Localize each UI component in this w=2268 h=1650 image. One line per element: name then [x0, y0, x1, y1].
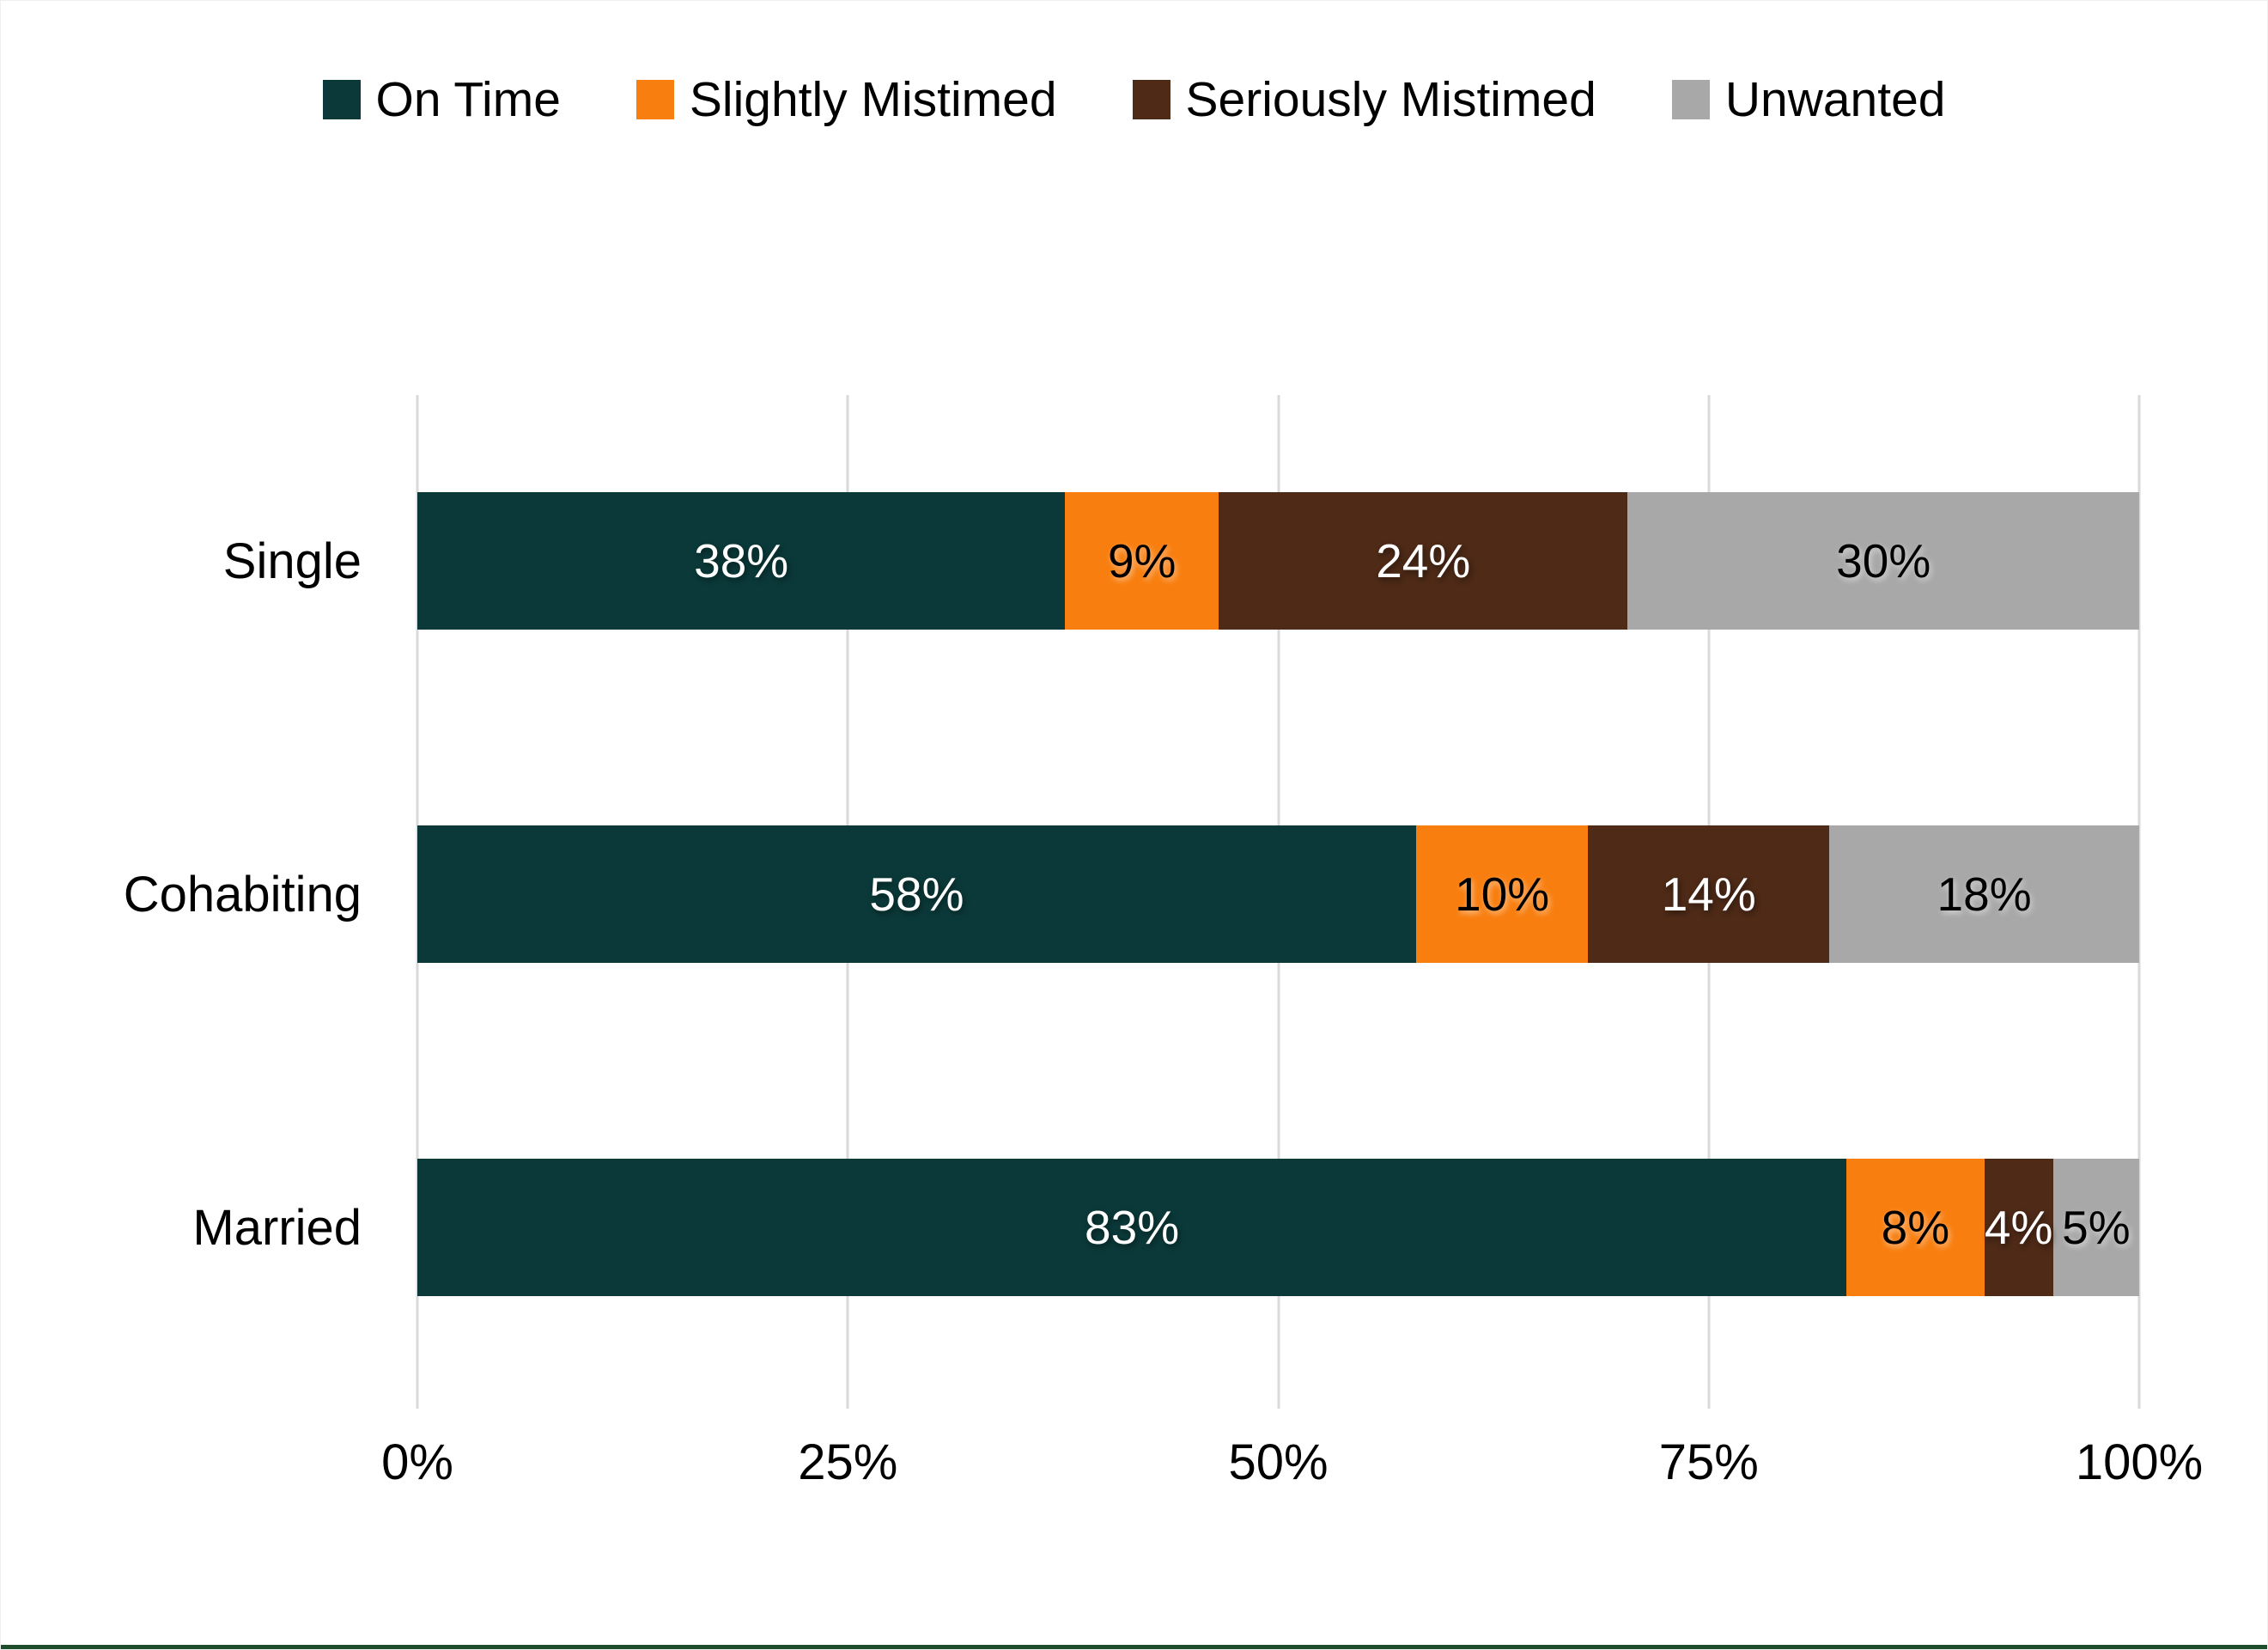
data-label: 9%: [1107, 534, 1177, 588]
data-label: 24%: [1376, 534, 1471, 588]
legend-label: On Time: [375, 72, 561, 127]
legend-label: Slightly Mistimed: [689, 72, 1057, 127]
legend-swatch-icon: [635, 80, 674, 119]
category-label-married: Married: [192, 1199, 362, 1256]
legend-swatch-icon: [322, 80, 361, 119]
bar-segment: 14%: [1588, 825, 1830, 963]
x-tick-label: 75%: [1658, 1434, 1759, 1490]
legend-label: Unwanted: [1724, 72, 1946, 127]
bar-segment: 10%: [1415, 825, 1589, 963]
x-tick-label: 50%: [1228, 1434, 1329, 1490]
legend-item-0: On Time: [322, 71, 561, 128]
data-label: 83%: [1085, 1201, 1180, 1254]
plot-area: 38% 9% 24% 30% 58% 10% 14% 18% 83% 8% 4% 5%: [416, 395, 2141, 1409]
data-label: 58%: [869, 868, 964, 921]
legend-item-1: Slightly Mistimed: [635, 71, 1057, 128]
data-label: 10%: [1455, 868, 1550, 921]
data-label: 5%: [2062, 1201, 2131, 1254]
data-label: 30%: [1836, 534, 1931, 588]
bar-row-cohabiting: 58% 10% 14% 18%: [417, 825, 2140, 963]
x-tick-label: 0%: [381, 1434, 453, 1490]
bar-segment: 5%: [2052, 1159, 2140, 1296]
bar-segment: 9%: [1065, 492, 1219, 630]
bottom-accent-line: [1, 1645, 2267, 1649]
bar-row-married: 83% 8% 4% 5%: [417, 1159, 2140, 1296]
data-label: 4%: [1984, 1201, 2053, 1254]
bar-segment: 4%: [1984, 1159, 2053, 1296]
legend-swatch-icon: [1671, 80, 1710, 119]
bar-segment: 24%: [1219, 492, 1628, 630]
data-label: 8%: [1881, 1201, 1950, 1254]
data-label: 18%: [1937, 868, 2032, 921]
data-label: 14%: [1661, 868, 1756, 921]
bar-segment: 8%: [1846, 1159, 1985, 1296]
bar-segment: 30%: [1627, 492, 2139, 630]
bar-segment: 83%: [417, 1159, 1847, 1296]
bar-segment: 38%: [417, 492, 1066, 630]
data-label: 38%: [694, 534, 789, 588]
category-axis: Single Cohabiting Married: [1, 395, 362, 1398]
x-tick-label: 25%: [798, 1434, 898, 1490]
bar-segment: 58%: [417, 825, 1416, 963]
bar-segment: 18%: [1829, 825, 2140, 963]
x-tick-label: 100%: [2075, 1434, 2204, 1490]
legend-item-2: Seriously Mistimed: [1132, 71, 1596, 128]
legend-item-3: Unwanted: [1671, 71, 1946, 128]
bar-row-single: 38% 9% 24% 30%: [417, 492, 2139, 630]
category-label-cohabiting: Cohabiting: [123, 866, 362, 922]
legend-swatch-icon: [1132, 80, 1170, 119]
legend-label: Seriously Mistimed: [1185, 72, 1596, 127]
x-axis: 0% 25% 50% 75% 100%: [381, 1434, 2203, 1511]
category-label-single: Single: [222, 533, 362, 589]
legend: On Time Slightly Mistimed Seriously Mistim…: [1, 71, 2267, 128]
